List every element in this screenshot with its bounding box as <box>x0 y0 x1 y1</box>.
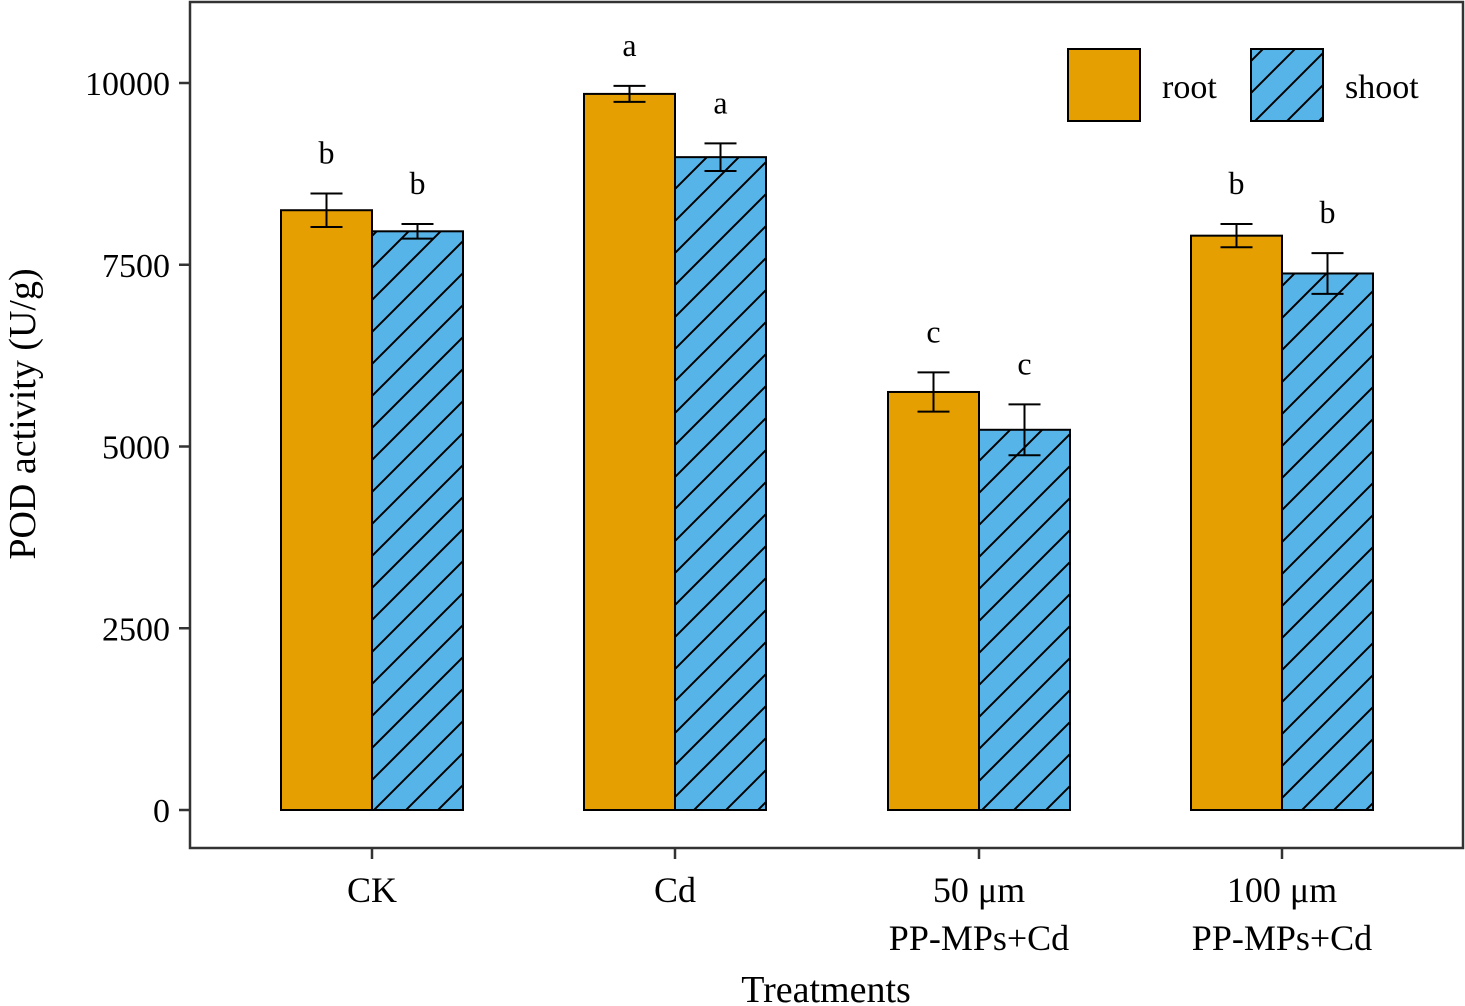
x-category-label-line: Cd <box>654 870 696 910</box>
y-tick-label: 0 <box>153 793 170 830</box>
significance-letter: c <box>1017 345 1031 381</box>
x-category-label-line: 50 μm <box>933 870 1025 910</box>
legend: root shoot <box>1067 48 1419 122</box>
x-axis: CK Cd 50 μm PP-MPs+Cd 100 μm PP-MPs+Cd <box>347 848 1372 958</box>
bar-shoot <box>674 156 767 812</box>
bar-root <box>887 390 980 811</box>
significance-letter: a <box>622 27 636 63</box>
bar-shoot <box>978 428 1071 811</box>
x-category-label: 100 μm PP-MPs+Cd <box>1192 870 1372 958</box>
y-tick-label: 10000 <box>85 66 170 103</box>
x-category-label-line: CK <box>347 870 397 910</box>
y-tick-label: 2500 <box>102 611 170 648</box>
x-category-label: Cd <box>654 870 696 910</box>
y-tick-label: 5000 <box>102 430 170 467</box>
x-category-label: CK <box>347 870 397 910</box>
bar-root <box>1190 234 1283 812</box>
legend-key-shoot <box>1250 48 1324 122</box>
bar-root <box>280 209 373 812</box>
bar-shoot <box>371 230 464 812</box>
significance-letter: b <box>1320 194 1336 230</box>
legend-label-root: root <box>1162 69 1217 106</box>
bar-shoot <box>1281 272 1374 811</box>
significance-letter: b <box>410 165 426 201</box>
x-category-label-line: PP-MPs+Cd <box>1192 918 1372 958</box>
significance-letter: b <box>319 135 335 171</box>
bars: b a c b b a c b <box>280 27 1374 812</box>
y-axis: 0 2500 5000 7500 10000 <box>85 66 190 830</box>
x-category-label-line: PP-MPs+Cd <box>889 918 1069 958</box>
significance-letter: c <box>926 313 940 349</box>
significance-letter: b <box>1229 165 1245 201</box>
bar-root <box>583 92 676 811</box>
significance-letter: a <box>713 84 727 120</box>
x-category-label-line: 100 μm <box>1227 870 1337 910</box>
legend-label-shoot: shoot <box>1345 69 1419 106</box>
legend-key-root <box>1067 48 1141 122</box>
x-axis-title: Treatments <box>741 969 911 1006</box>
y-tick-label: 7500 <box>102 248 170 285</box>
x-category-label: 50 μm PP-MPs+Cd <box>889 870 1069 958</box>
y-axis-title: POD activity (U/g) <box>2 268 44 559</box>
